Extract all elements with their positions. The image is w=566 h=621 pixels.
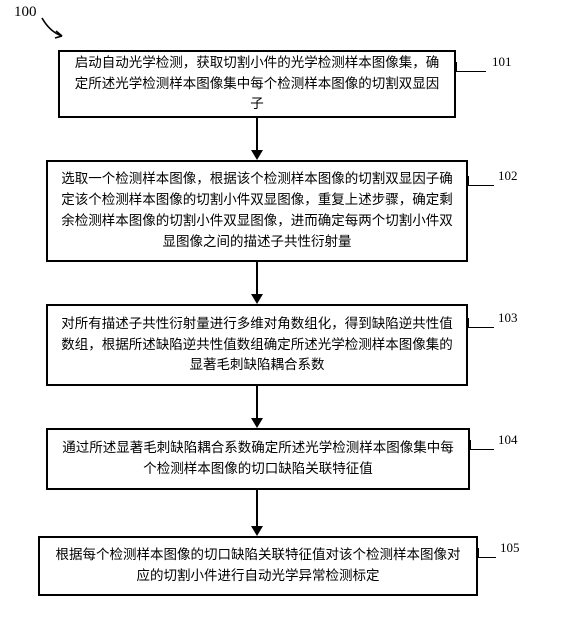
step-tick-105 <box>478 548 496 558</box>
diagram-number-arrow <box>38 14 78 44</box>
step-box-103: 对所有描述子共性衍射量进行多维对角数组化，得到缺陷逆共性值数组，根据所述缺陷逆共… <box>46 304 468 386</box>
step-label-101: 101 <box>492 54 512 70</box>
step-tick-102 <box>468 176 494 186</box>
step-box-104: 通过所述显著毛刺缺陷耦合系数确定所述光学检测样本图像集中每个检测样本图像的切口缺… <box>46 428 470 490</box>
step-text: 选取一个检测样本图像，根据该个检测样本图像的切割双显因子确定该个检测样本图像的切… <box>58 169 456 253</box>
step-text: 根据每个检测样本图像的切口缺陷关联特征值对该个检测样本图像对应的切割小件进行自动… <box>50 545 466 587</box>
step-box-102: 选取一个检测样本图像，根据该个检测样本图像的切割双显因子确定该个检测样本图像的切… <box>46 160 468 262</box>
step-label-104: 104 <box>498 432 518 448</box>
step-box-101: 启动自动光学检测，获取切割小件的光学检测样本图像集，确定所述光学检测样本图像集中… <box>58 50 456 118</box>
flowchart-canvas: 100 启动自动光学检测，获取切割小件的光学检测样本图像集，确定所述光学检测样本… <box>0 0 566 621</box>
step-text: 启动自动光学检测，获取切割小件的光学检测样本图像集，确定所述光学检测样本图像集中… <box>70 53 444 116</box>
step-text: 通过所述显著毛刺缺陷耦合系数确定所述光学检测样本图像集中每个检测样本图像的切口缺… <box>58 438 458 480</box>
step-tick-104 <box>470 440 494 450</box>
step-box-105: 根据每个检测样本图像的切口缺陷关联特征值对该个检测样本图像对应的切割小件进行自动… <box>38 536 478 596</box>
step-label-105: 105 <box>500 540 520 556</box>
step-label-103: 103 <box>498 310 518 326</box>
step-text: 对所有描述子共性衍射量进行多维对角数组化，得到缺陷逆共性值数组，根据所述缺陷逆共… <box>58 314 456 377</box>
diagram-number-label: 100 <box>14 4 37 21</box>
step-label-102: 102 <box>498 168 518 184</box>
step-tick-103 <box>468 318 494 328</box>
step-tick-101 <box>456 62 486 72</box>
